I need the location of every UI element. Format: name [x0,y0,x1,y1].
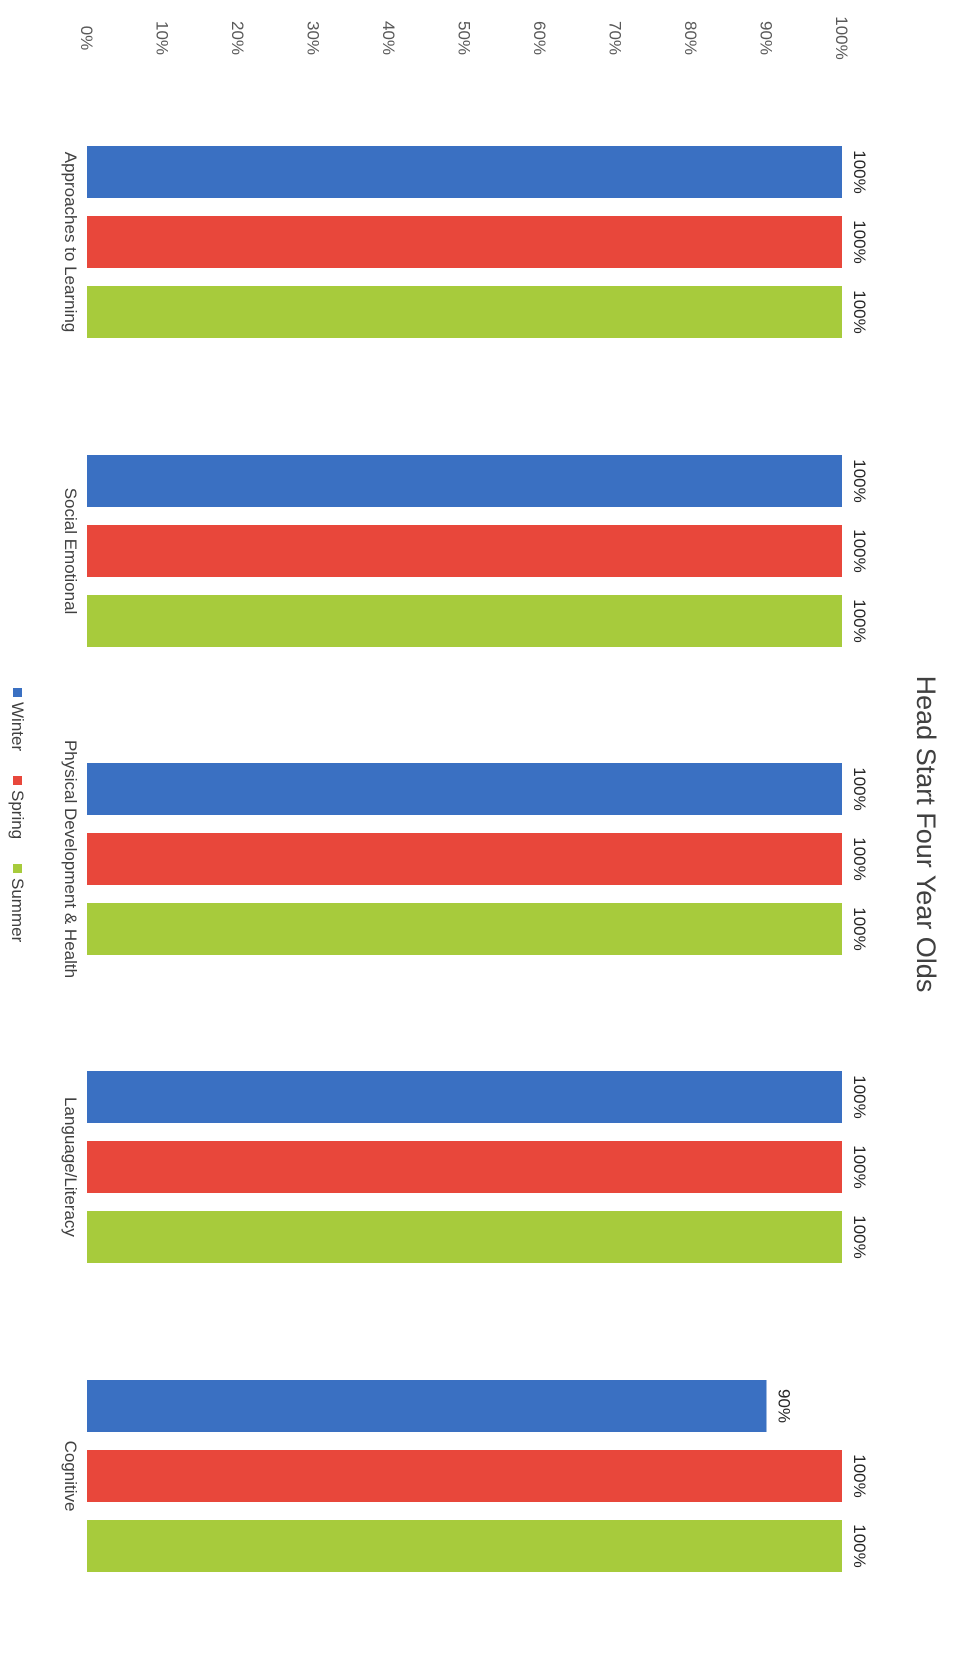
value-axis: 0% 10% 20% 30% 40% 50% 60% 70% 80% 90% 100% [77,16,851,59]
tick-label-0: 0% [77,26,96,51]
category-axis: Approaches to Learning Social Emotional Ph… [61,152,80,1512]
data-label-language-literacy-summer: 100% [850,1215,869,1258]
tick-label-100: 100% [832,16,851,59]
data-label-social-emotional-spring: 100% [850,529,869,572]
bar-physical-development-health-summer [87,903,842,955]
category-label-social-emotional: Social Emotional [61,488,80,615]
category-label-language-literacy: Language/Literacy [61,1097,80,1237]
tick-label-10: 10% [153,21,172,55]
tick-label-20: 20% [228,21,247,55]
bar-approaches-to-learning-spring [87,216,842,268]
data-labels: 100% 100% 100% 100% 100% 100% 100% 100% 100% 100%… [775,150,870,1567]
bar-language-literacy-spring [87,1141,842,1193]
data-label-approaches-to-learning-winter: 100% [850,150,869,193]
bar-language-literacy-summer [87,1211,842,1263]
legend-swatch-summer [13,864,22,873]
legend: Winter Spring Summer [8,688,27,943]
bar-physical-development-health-winter [87,763,842,815]
bar-cognitive-spring [87,1450,842,1502]
data-label-approaches-to-learning-spring: 100% [850,220,869,263]
bar-language-literacy-winter [87,1071,842,1123]
tick-label-70: 70% [606,21,625,55]
data-label-cognitive-spring: 100% [850,1454,869,1497]
legend-label-summer: Summer [8,878,27,943]
bar-cognitive-summer [87,1520,842,1572]
legend-swatch-winter [13,688,22,697]
chart-rotated-group: 0% 10% 20% 30% 40% 50% 60% 70% 80% 90% 100% 100%10… [8,16,941,1572]
data-label-approaches-to-learning-summer: 100% [850,290,869,333]
legend-label-spring: Spring [8,790,27,839]
data-label-language-literacy-spring: 100% [850,1145,869,1188]
data-label-social-emotional-winter: 100% [850,459,869,502]
tick-label-40: 40% [379,21,398,55]
bar-approaches-to-learning-summer [87,286,842,338]
data-label-social-emotional-summer: 100% [850,599,869,642]
tick-label-80: 80% [681,21,700,55]
bar-physical-development-health-spring [87,833,842,885]
bars [87,146,842,1572]
bar-social-emotional-spring [87,525,842,577]
bar-social-emotional-winter [87,455,842,507]
data-label-physical-development-health-winter: 100% [850,767,869,810]
tick-label-90: 90% [757,21,776,55]
tick-label-50: 50% [455,21,474,55]
category-label-cognitive: Cognitive [61,1441,80,1512]
bar-cognitive-winter [87,1380,767,1432]
tick-label-30: 30% [304,21,323,55]
legend-swatch-spring [13,776,22,785]
data-label-cognitive-winter: 90% [775,1389,794,1423]
category-label-physical-development-health: Physical Development & Health [61,740,80,978]
data-label-physical-development-health-spring: 100% [850,837,869,880]
data-label-physical-development-health-summer: 100% [850,907,869,950]
bar-social-emotional-summer [87,595,842,647]
category-label-approaches-to-learning: Approaches to Learning [61,152,80,333]
legend-label-winter: Winter [8,702,27,751]
data-label-language-literacy-winter: 100% [850,1075,869,1118]
bar-approaches-to-learning-winter [87,146,842,198]
data-label-cognitive-summer: 100% [850,1524,869,1567]
tick-label-60: 60% [530,21,549,55]
chart-title: Head Start Four Year Olds [911,676,941,993]
